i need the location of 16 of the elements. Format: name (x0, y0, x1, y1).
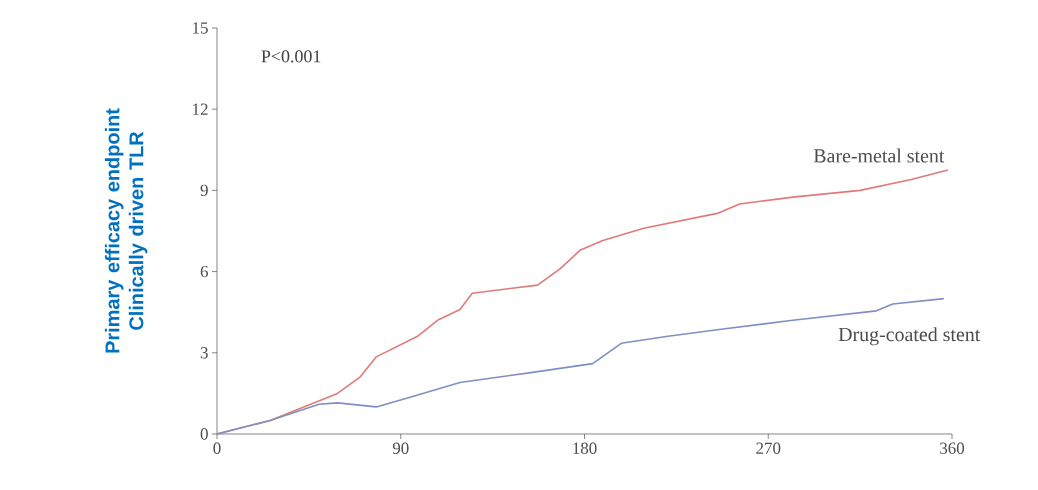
series-label: Drug-coated stent (838, 327, 981, 346)
y-tick-label: 15 (193, 22, 208, 34)
series-label: Bare-metal stent (813, 148, 945, 163)
x-tick-label: 90 (392, 442, 409, 454)
y-tick-label: 6 (200, 265, 208, 278)
y-tick-label: 9 (200, 184, 208, 197)
annotation: P<0.001 (261, 50, 321, 63)
y-axis-title: Primary efficacy endpoint Clinically driven TLR (104, 108, 148, 353)
y-tick-label: 12 (193, 103, 208, 115)
y-tick-label: 3 (200, 347, 208, 359)
y-tick-label: 0 (200, 428, 208, 440)
x-tick-label: 270 (756, 442, 781, 454)
line-series (216, 297, 945, 435)
x-tick-label: 360 (940, 442, 965, 454)
x-tick-label: 0 (213, 442, 221, 454)
x-tick-label: 180 (573, 442, 597, 454)
